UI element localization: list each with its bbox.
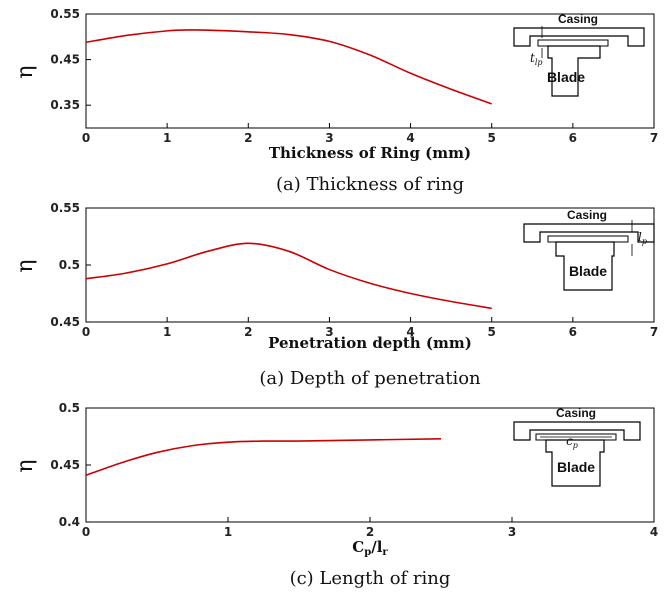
y-axis-label-2: η bbox=[13, 259, 38, 272]
panel-3: 0 1 2 3 4 0.5 0.45 0.4 η Cp/lr (c) Length of ri… bbox=[13, 401, 658, 589]
axis-ticks-3: 0 1 2 3 4 0.5 0.45 0.4 bbox=[50, 401, 658, 539]
x-tick-label: 1 bbox=[163, 131, 171, 145]
x-tick-label: 6 bbox=[569, 325, 577, 339]
x-tick-label: 5 bbox=[488, 325, 496, 339]
plot-frame-1 bbox=[85, 13, 655, 129]
casing-shape-1 bbox=[513, 27, 645, 47]
inset-diagram-3: Casing Blade cp bbox=[513, 406, 641, 487]
casing-shape-3 bbox=[513, 421, 641, 441]
inset-diagram-2: Casing Blade lp bbox=[523, 208, 655, 291]
x-tick-label: 5 bbox=[488, 131, 496, 145]
ring-shape-2 bbox=[547, 235, 629, 243]
y-axis-label-1: η bbox=[13, 65, 38, 78]
y-tick-label: 0.35 bbox=[50, 98, 80, 112]
series-line-2 bbox=[85, 242, 492, 310]
inset-diagram-1: Casing Blade tlp bbox=[513, 12, 645, 97]
x-tick-label: 4 bbox=[406, 131, 414, 145]
x-tick-label: 3 bbox=[325, 131, 333, 145]
x-tick-label: 3 bbox=[508, 525, 516, 539]
y-axis-label-3: η bbox=[13, 459, 38, 472]
x-tick-label: 1 bbox=[163, 325, 171, 339]
x-tick-label: 7 bbox=[650, 325, 658, 339]
series-line-1 bbox=[85, 29, 492, 105]
casing-label-3: Casing bbox=[556, 406, 596, 420]
ring-shape-1 bbox=[537, 39, 609, 47]
x-tick-label: 0 bbox=[82, 131, 90, 145]
blade-shape-1 bbox=[547, 45, 601, 97]
casing-label-2: Casing bbox=[567, 208, 607, 222]
x-tick-label: 6 bbox=[569, 131, 577, 145]
x-tick-label: 4 bbox=[406, 325, 414, 339]
dimension-label-1: tlp bbox=[530, 51, 543, 67]
y-tick-label: 0.45 bbox=[50, 315, 80, 329]
x-tick-label: 0 bbox=[82, 525, 90, 539]
x-axis-label-2: Penetration depth (mm) bbox=[268, 334, 472, 352]
axis-ticks-2: 0 1 2 3 4 5 6 7 0.55 0.5 0.45 bbox=[50, 201, 658, 339]
blade-label-3: Blade bbox=[557, 459, 595, 475]
x-tick-label: 2 bbox=[244, 131, 252, 145]
panel-2: 0 1 2 3 4 5 6 7 0.55 0.5 0.45 η Penetration depth … bbox=[13, 201, 658, 389]
y-tick-label: 0.55 bbox=[50, 201, 80, 215]
x-tick-label: 2 bbox=[244, 325, 252, 339]
axis-ticks-1: 0 1 2 3 4 5 6 7 0.55 0.45 0.35 bbox=[50, 7, 658, 145]
x-tick-label: 2 bbox=[366, 525, 374, 539]
y-tick-label: 0.5 bbox=[59, 258, 80, 272]
y-tick-label: 0.5 bbox=[59, 401, 80, 415]
y-tick-label: 0.45 bbox=[50, 458, 80, 472]
dimension-label-3: cp bbox=[566, 434, 578, 450]
x-axis-label-3: Cp/lr bbox=[352, 538, 388, 558]
y-tick-label: 0.55 bbox=[50, 7, 80, 21]
dimension-label-2: lp bbox=[638, 230, 647, 246]
y-tick-label: 0.45 bbox=[50, 53, 80, 67]
x-tick-label: 3 bbox=[325, 325, 333, 339]
blade-label-1: Blade bbox=[547, 69, 585, 85]
blade-label-2: Blade bbox=[569, 263, 607, 279]
blade-shape-3 bbox=[545, 439, 605, 487]
x-tick-label: 7 bbox=[650, 131, 658, 145]
series-line-3 bbox=[85, 437, 442, 477]
x-tick-label: 0 bbox=[82, 325, 90, 339]
casing-shape-2 bbox=[523, 223, 655, 243]
blade-shape-2 bbox=[555, 241, 615, 291]
panel-1: 0 1 2 3 4 5 6 7 0.55 0.45 0.35 η Thickness of Ring… bbox=[13, 7, 658, 195]
caption-3: (c) Length of ring bbox=[290, 568, 451, 589]
x-tick-label: 4 bbox=[650, 525, 658, 539]
x-axis-label-1: Thickness of Ring (mm) bbox=[269, 144, 471, 162]
y-tick-label: 0.4 bbox=[59, 515, 80, 529]
caption-1: (a) Thickness of ring bbox=[276, 174, 464, 195]
casing-label-1: Casing bbox=[558, 12, 598, 26]
caption-2: (a) Depth of penetration bbox=[259, 368, 481, 389]
x-tick-label: 1 bbox=[224, 525, 232, 539]
